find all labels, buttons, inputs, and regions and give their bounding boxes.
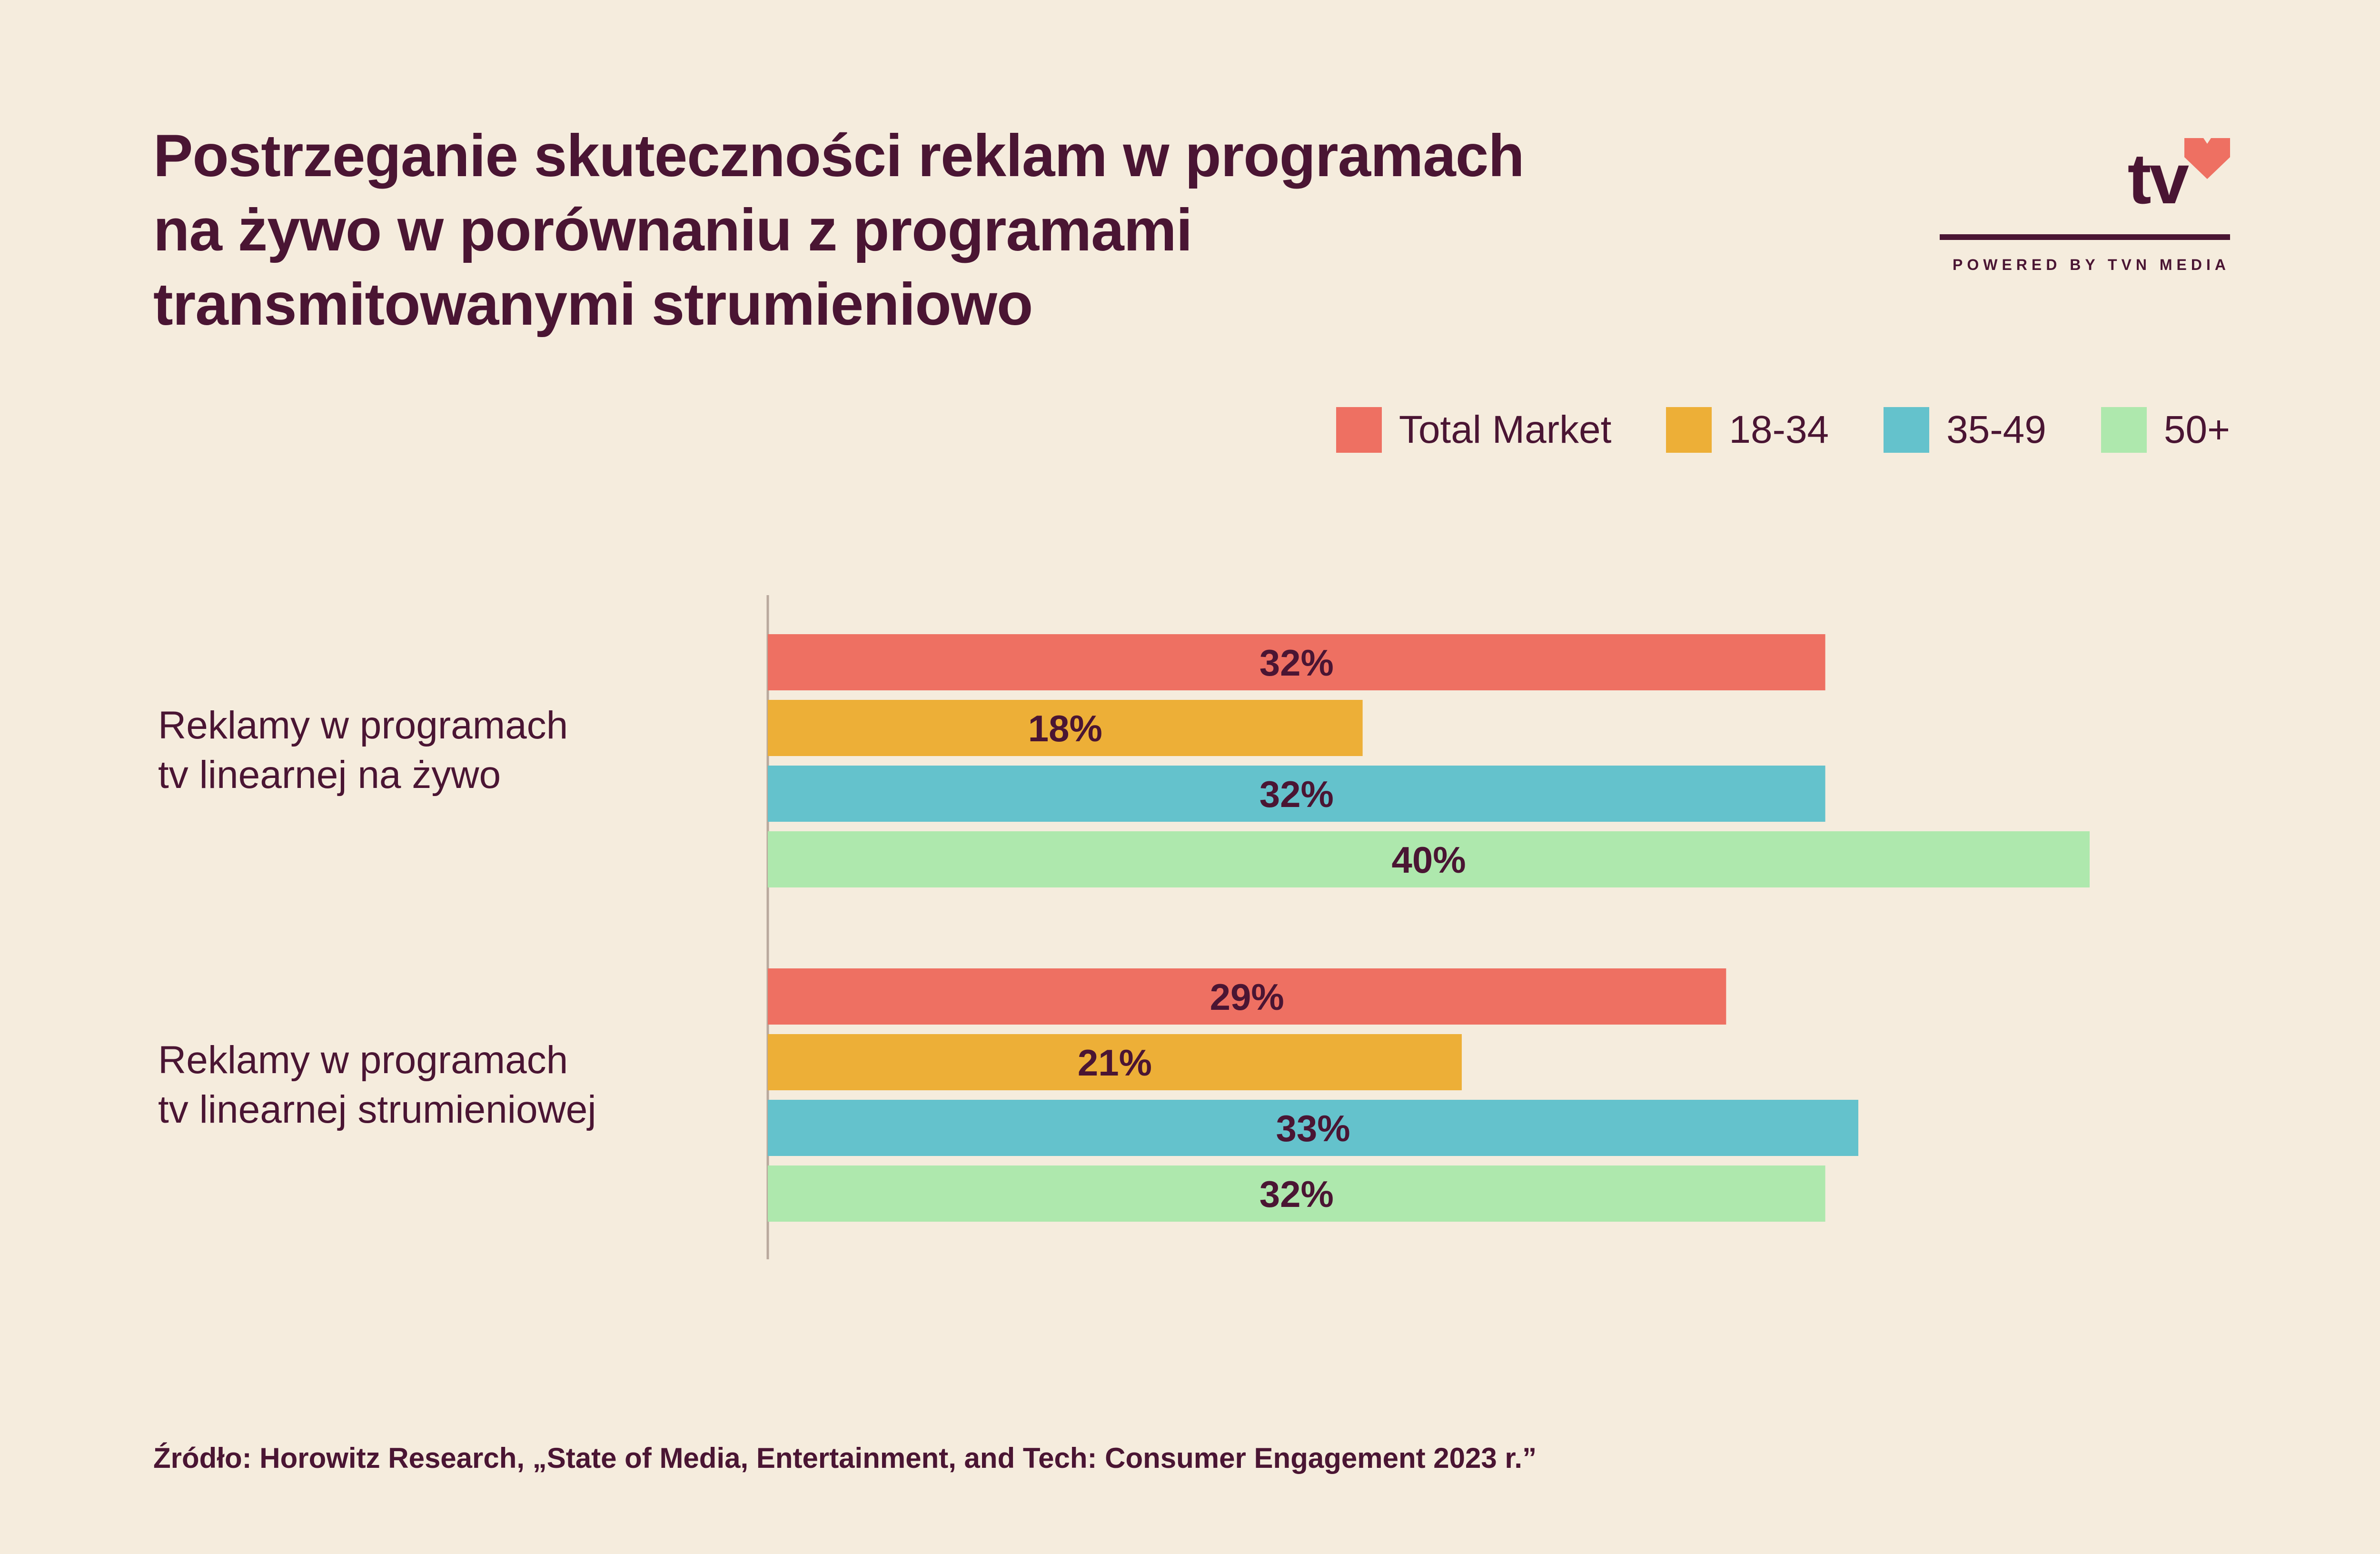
bar <box>768 700 1363 756</box>
legend-swatch <box>1666 407 1712 453</box>
bar-value-label: 18% <box>1028 707 1102 749</box>
legend-swatch <box>2101 407 2147 453</box>
logo-tagline: POWERED BY TVN MEDIA <box>1953 256 2230 273</box>
title-line-2: na żywo w porównaniu z programami <box>153 197 1193 263</box>
bar-value-label: 33% <box>1276 1107 1350 1149</box>
tvn-logo: tv POWERED BY TVN MEDIA <box>1940 129 2230 290</box>
category-label-line: tv linearnej na żywo <box>158 753 501 797</box>
chart-legend: Total Market 18-34 35-49 50+ <box>1336 407 2230 453</box>
title-line-3: transmitowanymi strumieniowo <box>153 271 1033 338</box>
chart-title: Postrzeganie skuteczności reklam w progr… <box>153 119 1724 342</box>
bar-value-label: 32% <box>1259 642 1334 684</box>
legend-label: 50+ <box>2163 408 2230 451</box>
logo-divider <box>1940 234 2230 240</box>
legend-item-50-plus: 50+ <box>2101 407 2230 453</box>
legend-item-total-market: Total Market <box>1336 407 1612 453</box>
bar <box>768 1100 1859 1156</box>
bar-value-label: 29% <box>1210 976 1284 1018</box>
legend-label: 18-34 <box>1729 408 1829 451</box>
legend-swatch <box>1336 407 1382 453</box>
bar <box>768 766 1825 822</box>
bar-value-label: 21% <box>1078 1042 1152 1084</box>
bar-value-label: 32% <box>1259 1173 1334 1215</box>
source-note: Źródło: Horowitz Research, „State of Med… <box>153 1442 1537 1474</box>
bar <box>768 968 1726 1025</box>
category-label-streaming: Reklamy w programach tv linearnej strumi… <box>158 1036 596 1135</box>
legend-label: Total Market <box>1398 408 1612 451</box>
title-line-1: Postrzeganie skuteczności reklam w progr… <box>153 123 1525 189</box>
category-label-live: Reklamy w programach tv linearnej na żyw… <box>158 701 568 800</box>
legend-swatch <box>1884 407 1930 453</box>
legend-label: 35-49 <box>1946 408 2046 451</box>
bar <box>768 1034 1462 1090</box>
bar-value-label: 40% <box>1391 839 1466 881</box>
category-label-line: Reklamy w programach <box>158 704 568 747</box>
bar-value-label: 32% <box>1259 773 1334 815</box>
legend-item-18-34: 18-34 <box>1666 407 1829 453</box>
logo-tv-text: tv <box>2127 139 2189 219</box>
bars-group: 32% 18% 32% 40% 29% 21% 33% 32% <box>768 634 2090 1222</box>
category-label-line: tv linearnej strumieniowej <box>158 1088 596 1131</box>
bar <box>768 1166 1825 1222</box>
heart-icon <box>2184 138 2230 179</box>
category-label-line: Reklamy w programach <box>158 1038 568 1082</box>
bar <box>768 831 2090 887</box>
bar <box>768 634 1825 690</box>
legend-item-35-49: 35-49 <box>1884 407 2046 453</box>
